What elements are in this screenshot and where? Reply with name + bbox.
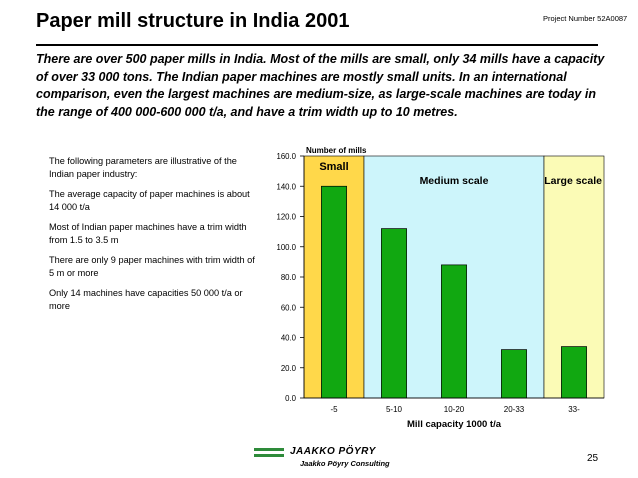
- region-label: Small: [319, 161, 348, 173]
- region-label: Medium scale: [420, 175, 489, 187]
- title-divider: [36, 44, 598, 46]
- parameter-item: The following parameters are illustrativ…: [49, 156, 237, 179]
- y-tick-label: 20.0: [281, 364, 297, 373]
- y-tick-label: 60.0: [281, 303, 297, 312]
- bar: [501, 349, 527, 399]
- page-title: Paper mill structure in India 2001: [36, 10, 350, 32]
- region-label: Large scale: [544, 175, 602, 187]
- company-name: JAAKKO PÖYRY: [290, 446, 376, 457]
- x-axis-title: Mill capacity 1000 t/a: [407, 419, 502, 430]
- y-tick-label: 0.0: [285, 394, 297, 403]
- page-number: 25: [587, 453, 599, 464]
- y-tick-label: 40.0: [281, 334, 297, 343]
- x-tick-label: 20-33: [504, 405, 525, 414]
- x-tick-label: -5: [330, 405, 338, 414]
- mills-bar-chart: Small Medium scale Large scale -5 5-10 10-20 2…: [276, 146, 605, 430]
- intro-paragraph: There are over 500 paper mills in India.…: [36, 52, 605, 119]
- bar: [381, 228, 407, 399]
- y-tick-label: 120.0: [276, 213, 296, 222]
- project-number: Project Number 52A0087: [543, 14, 628, 23]
- company-subtitle: Jaakko Pöyry Consulting: [300, 459, 390, 468]
- y-tick-label: 140.0: [276, 182, 296, 191]
- parameter-item: There are only 9 paper machines with tri…: [49, 255, 255, 278]
- y-tick-label: 100.0: [276, 243, 296, 252]
- company-logo-icon: [254, 448, 284, 457]
- bar: [561, 346, 587, 399]
- x-tick-label: 5-10: [386, 405, 403, 414]
- parameters-list: The following parameters are illustrativ…: [49, 155, 261, 320]
- bar: [321, 185, 347, 399]
- y-tick-label: 160.0: [276, 152, 296, 161]
- x-tick-label: 10-20: [444, 405, 465, 414]
- chart-title: Number of mills: [306, 146, 367, 155]
- parameter-item: Only 14 machines have capacities 50 000 …: [49, 288, 243, 311]
- parameter-item: The average capacity of paper machines i…: [49, 189, 250, 212]
- bar: [441, 264, 467, 399]
- parameter-item: Most of Indian paper machines have a tri…: [49, 222, 247, 245]
- x-tick-label: 33-: [568, 405, 580, 414]
- y-tick-label: 80.0: [281, 273, 297, 282]
